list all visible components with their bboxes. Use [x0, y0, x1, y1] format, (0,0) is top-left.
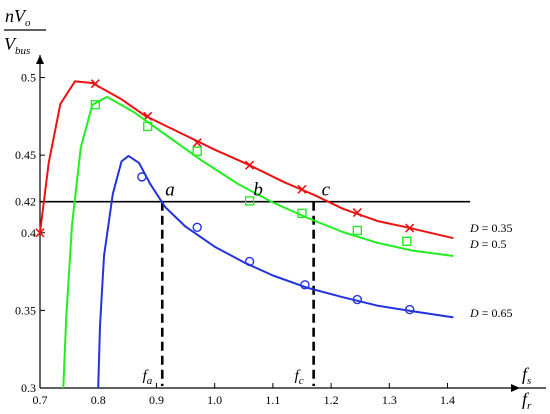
x-tick-label: 1.4: [440, 393, 455, 407]
x-tick-label: 1.2: [324, 393, 339, 407]
data-point-square-marker: [297, 208, 307, 219]
data-point-square-marker: [402, 236, 412, 247]
x-label-sub-s: s: [527, 375, 531, 387]
x-tick-label: 0.8: [91, 393, 106, 407]
data-point-x-marker: [352, 208, 362, 218]
point-label-b: b: [253, 180, 262, 201]
y-label-n: n: [5, 6, 14, 26]
data-point-x-marker: [192, 138, 202, 148]
y-tick-label: 0.5: [21, 71, 36, 85]
x-label-f-s: f: [522, 364, 530, 384]
series-label-value: = 0.35: [479, 221, 513, 235]
x-tick-label: 1.1: [265, 393, 280, 407]
series-label: D = 0.5: [469, 237, 506, 251]
series-label-var: D: [469, 221, 479, 235]
x-tick-label: 0.7: [33, 393, 48, 407]
series-line: [39, 80, 454, 240]
y-tick-label: 0.42: [15, 195, 36, 209]
y-tick-label: 0.3: [21, 381, 36, 395]
y-axis-label-numerator: nVo: [5, 6, 31, 29]
y-label-v-bus: V: [4, 34, 17, 54]
x-axis-label-numerator: fs: [522, 364, 531, 387]
series-label-var: D: [469, 306, 479, 320]
series-label-value: = 0.65: [479, 306, 513, 320]
data-point-x-marker: [405, 223, 415, 233]
x-tick-label: 0.9: [149, 393, 164, 407]
data-point-x-marker: [297, 184, 307, 194]
data-point-square-marker: [192, 146, 202, 156]
frequency-subscript: c: [299, 375, 304, 387]
y-tick-label: 0.45: [15, 148, 36, 162]
data-point-square-marker: [90, 99, 101, 110]
x-tick-label: 1.3: [382, 393, 397, 407]
data-point-circle-marker: [137, 172, 147, 182]
x-label-sub-r: r: [527, 400, 532, 412]
series-line: [97, 154, 454, 389]
frequency-symbol: f: [143, 368, 149, 384]
series-label-value: = 0.5: [479, 237, 507, 251]
data-point-square-marker: [143, 121, 153, 132]
data-point-square-marker: [352, 225, 362, 236]
y-label-sub-bus: bus: [15, 45, 30, 57]
series-label-var: D: [469, 237, 479, 251]
y-axis-label-denominator: Vbus: [4, 34, 30, 57]
point-label-a: a: [165, 180, 175, 201]
y-label-sub-o: o: [25, 17, 31, 29]
data-point-x-marker: [35, 228, 45, 238]
data-point-circle-marker: [300, 280, 310, 290]
data-point-circle-marker: [192, 222, 202, 233]
frequency-marker-label: fc: [295, 368, 304, 387]
frequency-marker-label: fa: [143, 368, 153, 387]
data-point-circle-marker: [352, 294, 362, 305]
x-tick-label: 1.0: [207, 393, 222, 407]
y-label-v: V: [14, 6, 27, 26]
x-label-f-r: f: [522, 389, 530, 409]
data-point-circle-marker: [404, 304, 415, 315]
frequency-symbol: f: [295, 368, 301, 384]
series-label: D = 0.65: [469, 306, 512, 320]
data-point-circle-marker: [244, 256, 255, 267]
data-point-square-marker: [244, 196, 255, 206]
y-tick-label: 0.4: [21, 226, 36, 240]
series-label: D = 0.35: [469, 221, 512, 235]
data-point-x-marker: [90, 79, 100, 89]
x-axis-label-denominator: fr: [522, 389, 532, 412]
data-point-x-marker: [245, 160, 255, 170]
point-label-c: c: [322, 180, 331, 201]
y-tick-label: 0.35: [15, 303, 36, 317]
frequency-subscript: a: [147, 375, 153, 387]
series-line: [62, 95, 454, 389]
